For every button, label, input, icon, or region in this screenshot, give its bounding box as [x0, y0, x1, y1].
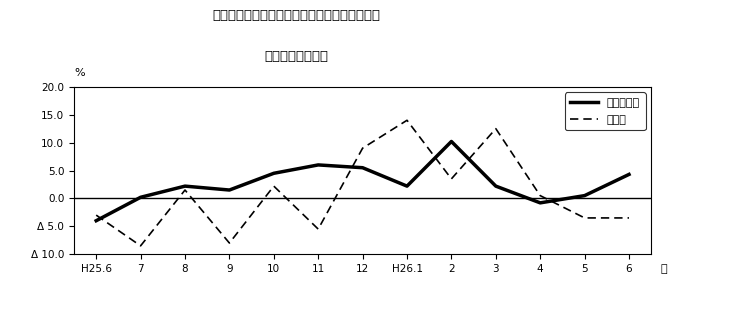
Legend: 調査産業計, 製造業: 調査産業計, 製造業: [565, 92, 645, 130]
製造業: [491, 127, 500, 131]
Text: %: %: [74, 69, 84, 78]
調査産業計: [92, 219, 101, 223]
製造業: [580, 216, 589, 220]
調査産業計: [136, 195, 145, 199]
Text: 月: 月: [660, 264, 667, 274]
調査産業計: [536, 201, 545, 205]
調査産業計: [580, 194, 589, 197]
調査産業計: [447, 140, 456, 143]
製造業: [225, 241, 234, 245]
Text: 第２図　所定外労働時間　対前年同月比の推移: 第２図 所定外労働時間 対前年同月比の推移: [212, 9, 380, 22]
Text: （規横５人以上）: （規横５人以上）: [264, 50, 328, 63]
製造業: [536, 194, 545, 197]
調査産業計: [358, 166, 367, 170]
調査産業計: [625, 173, 633, 176]
調査産業計: [181, 184, 189, 188]
Line: 製造業: 製造業: [96, 120, 629, 246]
製造業: [447, 177, 456, 181]
製造業: [181, 188, 189, 192]
製造業: [314, 227, 323, 231]
Line: 調査産業計: 調査産業計: [96, 141, 629, 221]
製造業: [403, 118, 411, 122]
製造業: [625, 216, 633, 220]
調査産業計: [314, 163, 323, 167]
調査産業計: [269, 171, 278, 175]
調査産業計: [491, 184, 500, 188]
調査産業計: [225, 188, 234, 192]
製造業: [269, 184, 278, 188]
製造業: [92, 213, 101, 217]
調査産業計: [403, 184, 411, 188]
製造業: [136, 244, 145, 248]
製造業: [358, 146, 367, 150]
